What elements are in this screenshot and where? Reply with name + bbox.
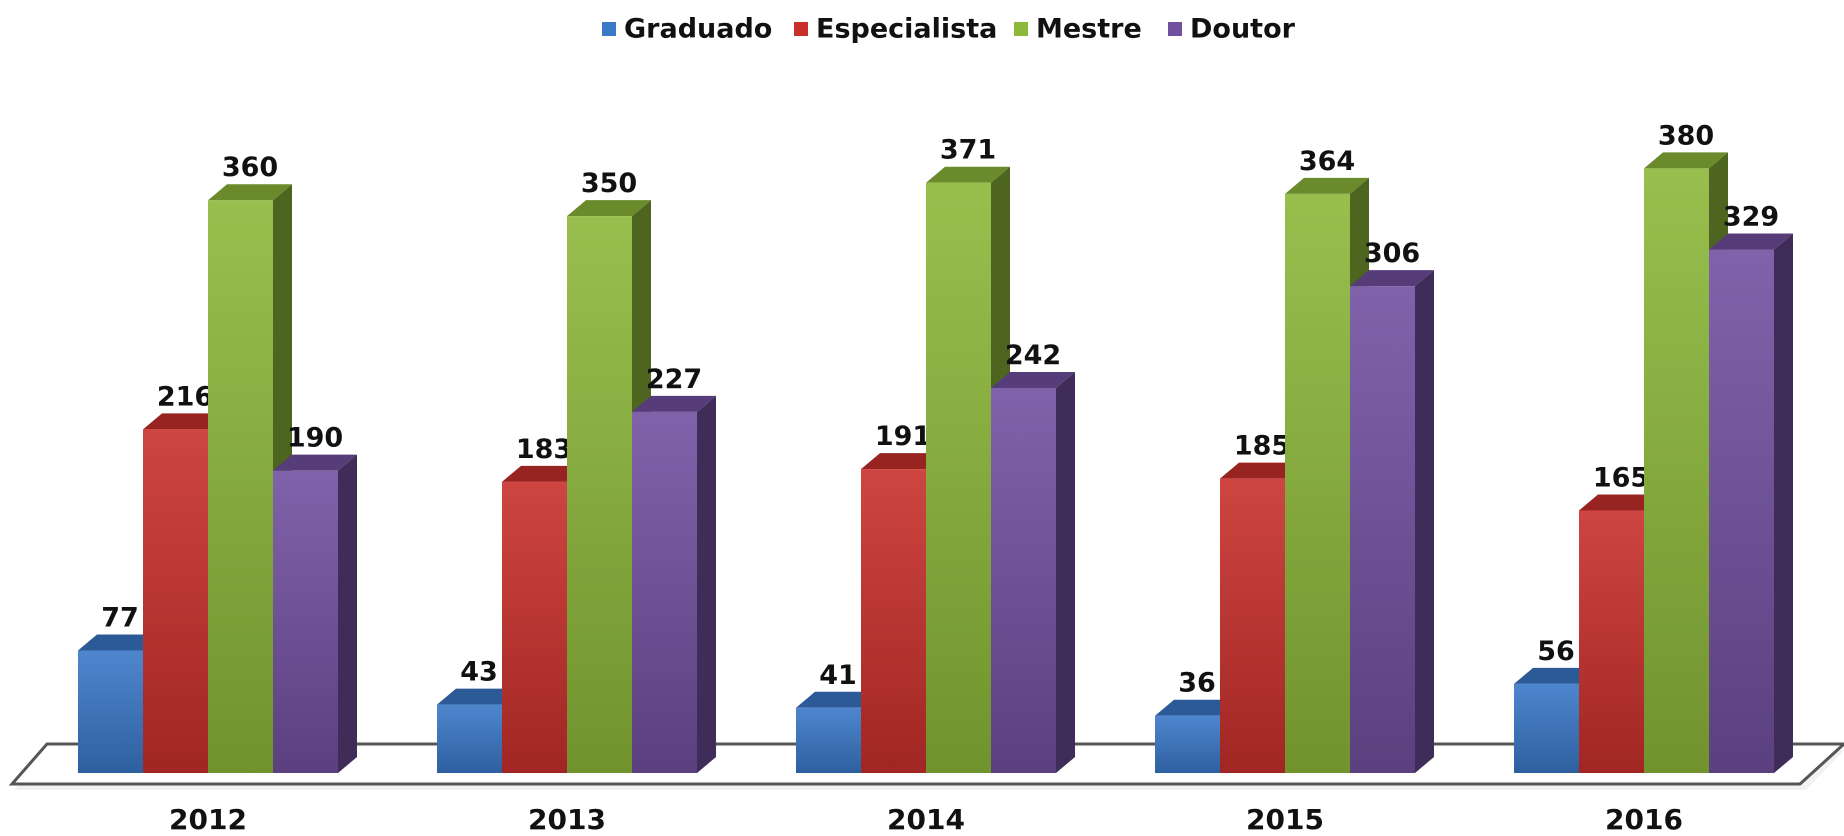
bar-front <box>1644 168 1709 774</box>
bar-top <box>991 371 1075 388</box>
bar-top <box>796 691 880 708</box>
value-label: 329 <box>1723 202 1779 233</box>
bar-front <box>1220 478 1285 773</box>
bar-side <box>1774 233 1793 773</box>
value-label: 360 <box>222 152 278 183</box>
x-tick-label: 2013 <box>528 803 606 836</box>
legend-swatch <box>602 22 616 36</box>
bar-top <box>567 200 651 217</box>
bar-top <box>437 688 521 705</box>
bar-front <box>632 411 697 773</box>
value-label: 216 <box>157 381 213 412</box>
value-label: 41 <box>819 660 857 691</box>
bar-front <box>1709 249 1774 773</box>
bar-top <box>1220 462 1304 479</box>
value-label: 185 <box>1234 431 1290 462</box>
value-label: 77 <box>101 602 139 633</box>
bar-top <box>1644 152 1728 169</box>
bar-side <box>338 454 357 773</box>
bar-front <box>273 470 338 773</box>
bar-front <box>861 469 926 773</box>
x-tick-label: 2015 <box>1246 803 1324 836</box>
value-label: 190 <box>287 423 343 454</box>
bar-front <box>1155 715 1220 773</box>
bar-top <box>926 166 1010 183</box>
value-label: 43 <box>460 657 498 688</box>
bar <box>1709 233 1793 773</box>
bar-top <box>208 184 292 201</box>
bar-front <box>437 704 502 773</box>
bar-front <box>926 182 991 773</box>
legend-label: Mestre <box>1036 14 1142 45</box>
bar <box>1350 270 1434 773</box>
bar-front <box>502 481 567 773</box>
bar-front <box>1350 286 1415 773</box>
value-label: 36 <box>1178 668 1216 699</box>
x-tick-label: 2012 <box>169 803 247 836</box>
value-label: 56 <box>1537 636 1575 667</box>
bar <box>632 395 716 773</box>
value-label: 165 <box>1593 462 1649 493</box>
bar-top <box>632 395 716 412</box>
value-label: 371 <box>940 135 996 166</box>
bar-front <box>1514 683 1579 773</box>
bar-top <box>78 634 162 651</box>
value-label: 191 <box>875 421 931 452</box>
bar-top <box>861 453 945 470</box>
bar <box>273 454 357 773</box>
bar-top <box>1285 177 1369 194</box>
value-label: 306 <box>1364 238 1420 269</box>
value-label: 364 <box>1299 146 1355 177</box>
value-label: 380 <box>1658 120 1714 151</box>
x-tick-label: 2014 <box>887 803 965 836</box>
bar-top <box>1514 667 1598 684</box>
bar-front <box>78 650 143 773</box>
bar-top <box>143 413 227 430</box>
bar-side <box>1056 371 1075 773</box>
bar-front <box>567 216 632 773</box>
bar-top <box>1709 233 1793 250</box>
bar-front <box>208 200 273 774</box>
legend-label: Graduado <box>624 14 772 45</box>
value-label: 350 <box>581 168 637 199</box>
bar-front <box>796 707 861 773</box>
legend-label: Especialista <box>816 14 997 45</box>
legend-swatch <box>794 22 808 36</box>
bar-front <box>1579 510 1644 773</box>
legend-swatch <box>1168 22 1182 36</box>
value-label: 183 <box>516 434 572 465</box>
bar-top <box>1579 494 1663 511</box>
bar-top <box>502 465 586 482</box>
bar-top <box>1350 270 1434 287</box>
bar-front <box>991 387 1056 773</box>
legend-swatch <box>1014 22 1028 36</box>
bar-top <box>1155 699 1239 716</box>
bar-side <box>697 395 716 773</box>
bar <box>991 371 1075 773</box>
bar-top <box>273 454 357 471</box>
bar-front <box>1285 193 1350 773</box>
bar-side <box>1415 270 1434 773</box>
legend-label: Doutor <box>1190 14 1296 45</box>
x-tick-label: 2016 <box>1605 803 1683 836</box>
bar-front <box>143 429 208 773</box>
value-label: 242 <box>1005 340 1061 371</box>
value-label: 227 <box>646 364 702 395</box>
